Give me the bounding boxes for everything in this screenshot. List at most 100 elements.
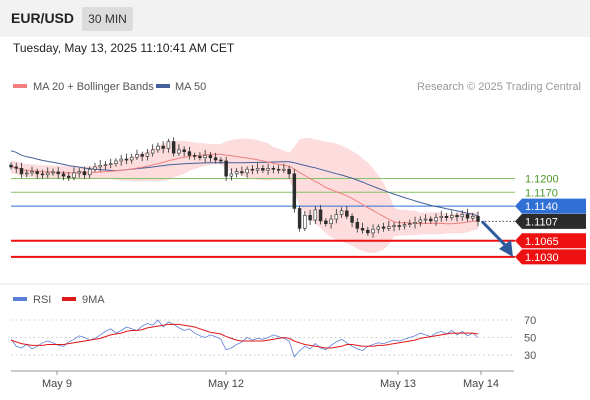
candle-body xyxy=(345,210,349,217)
x-tick-label: May 9 xyxy=(42,378,72,390)
candle-body xyxy=(303,215,307,229)
forecast-arrow xyxy=(480,220,513,257)
candle-body xyxy=(402,224,407,227)
candle-body xyxy=(413,222,417,224)
candle-body xyxy=(240,171,244,174)
candle-body xyxy=(124,158,129,161)
candle-body xyxy=(182,149,186,152)
candle-body xyxy=(77,171,81,174)
candle-body xyxy=(255,168,260,171)
ma50-legend-swatch xyxy=(156,84,170,88)
candle-body xyxy=(434,217,438,222)
chart-header: EUR/USD 30 MIN xyxy=(0,0,590,37)
candle-body xyxy=(371,228,375,234)
forecast-arrow-shaft xyxy=(480,220,508,247)
candle-body xyxy=(387,226,391,229)
timeframe-button[interactable]: 30 MIN xyxy=(82,7,133,31)
x-tick-label: May 12 xyxy=(208,378,244,390)
rsi-ma-legend-swatch xyxy=(62,297,76,301)
rsi-ma-legend-label: 9MA xyxy=(82,294,105,306)
candle-body xyxy=(56,171,60,175)
candle-body xyxy=(82,171,87,176)
candle-body xyxy=(292,173,297,209)
candle-body xyxy=(9,164,13,168)
candle-body xyxy=(308,215,312,221)
rsi-grid: 70 50 30 xyxy=(11,315,536,362)
candle-body xyxy=(318,209,323,222)
level-tag-2 xyxy=(515,198,586,214)
candle-body xyxy=(408,223,412,225)
candle-body xyxy=(66,175,71,178)
candle-body xyxy=(40,173,45,176)
x-tick-label: May 14 xyxy=(463,378,499,390)
rsi-lines xyxy=(10,319,479,358)
rsi-tick-label: 50 xyxy=(524,333,536,345)
candle-body xyxy=(397,225,402,227)
candle-body xyxy=(245,168,249,174)
candle-body xyxy=(203,155,207,158)
candle-body xyxy=(329,218,333,224)
candle-body xyxy=(392,225,396,227)
candle-body xyxy=(313,209,318,221)
candle-body xyxy=(161,145,165,149)
candle-body xyxy=(135,154,139,158)
symbol-title: EUR/USD xyxy=(11,10,75,26)
candle-body xyxy=(439,216,443,218)
candle-body xyxy=(187,151,192,156)
candle-body xyxy=(171,141,176,154)
candle-body xyxy=(455,215,459,218)
candle-body xyxy=(119,158,123,162)
candle-body xyxy=(460,214,464,218)
candle-body xyxy=(366,229,370,234)
candle-body xyxy=(192,155,197,157)
level-label-0: 1.1200 xyxy=(525,173,559,185)
candle-body xyxy=(156,145,160,151)
level-label-2: 1.1140 xyxy=(525,201,558,213)
candle-body xyxy=(355,222,360,229)
rsi-legend-swatch xyxy=(13,297,27,301)
chart-datetime: Tuesday, May 13, 2025 11:10:41 AM CET xyxy=(13,41,235,55)
rsi-ma-line xyxy=(10,323,479,349)
candle-body xyxy=(98,165,102,168)
ma50-line xyxy=(10,150,479,217)
candle-body xyxy=(114,160,118,164)
x-axis-labels: May 9 May 12 May 13 May 14 xyxy=(42,371,499,390)
candle-body xyxy=(145,152,150,157)
level-tag-3 xyxy=(515,213,586,229)
rsi-tick-label: 70 xyxy=(524,315,536,327)
candle-body xyxy=(444,216,449,218)
research-credit: Research © 2025 Trading Central xyxy=(417,81,581,93)
candle-body xyxy=(219,159,223,162)
candle-body xyxy=(471,216,475,219)
ma20-legend-swatch xyxy=(13,84,27,88)
candle-body xyxy=(229,173,234,177)
candle-body xyxy=(418,219,423,223)
candle-body xyxy=(208,155,213,158)
candle-body xyxy=(276,168,281,171)
rsi-legend-label: RSI xyxy=(33,294,51,306)
candle-body xyxy=(287,168,291,175)
candle-body xyxy=(35,171,39,175)
candle-body xyxy=(87,168,92,176)
candle-body xyxy=(429,218,433,222)
candle-body xyxy=(129,156,134,161)
rsi-line xyxy=(10,319,479,358)
candle-body xyxy=(476,216,480,222)
ma20-legend-label: MA 20 + Bollinger Bands xyxy=(33,81,154,93)
candle-body xyxy=(376,226,381,230)
bollinger-band-area xyxy=(11,137,478,253)
candle-body xyxy=(360,228,365,231)
x-tick-label: May 13 xyxy=(380,378,416,390)
candle-body xyxy=(282,168,286,171)
rsi-tick-label: 30 xyxy=(524,350,536,362)
candle-body xyxy=(72,172,76,178)
candle-body xyxy=(465,214,470,219)
candle-body xyxy=(198,156,202,158)
level-label-1: 1.1170 xyxy=(525,187,558,199)
candle-body xyxy=(324,220,328,224)
ma50-legend-label: MA 50 xyxy=(175,81,206,93)
candle-body xyxy=(19,168,24,175)
candle-body xyxy=(177,149,181,154)
candle-body xyxy=(140,154,144,157)
